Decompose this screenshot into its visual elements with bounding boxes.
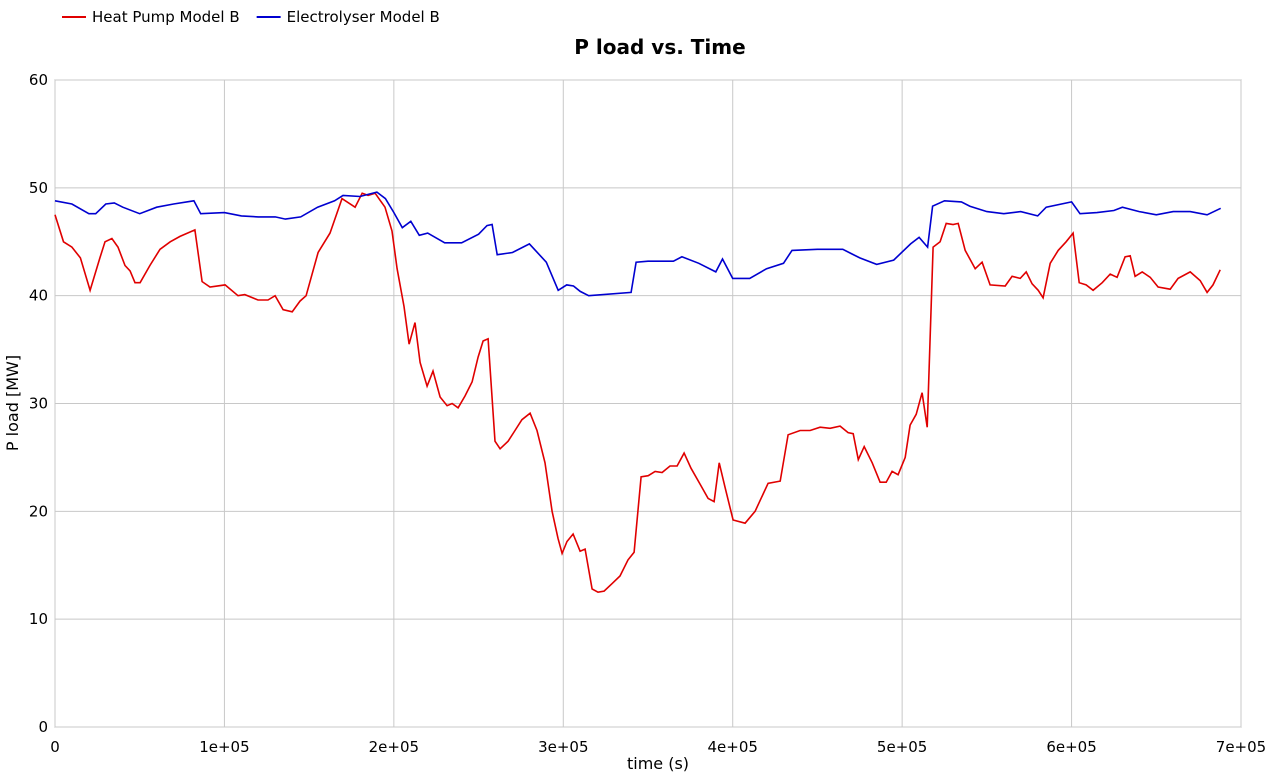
y-tick-label: 10 [29, 610, 48, 628]
x-tick-label: 3e+05 [538, 738, 588, 756]
x-tick-label: 7e+05 [1216, 738, 1265, 756]
x-tick-label: 6e+05 [1046, 738, 1096, 756]
legend-label: Heat Pump Model B [92, 8, 240, 26]
x-tick-label: 2e+05 [369, 738, 419, 756]
legend-label: Electrolyser Model B [287, 8, 440, 26]
x-axis-label: time (s) [627, 754, 689, 773]
y-tick-label: 30 [29, 395, 48, 413]
x-tick-label: 5e+05 [877, 738, 927, 756]
x-tick-label: 0 [50, 738, 60, 756]
y-tick-label: 0 [38, 718, 48, 736]
series-line [54, 191, 1222, 297]
y-tick-label: 20 [29, 502, 48, 520]
series-line [54, 192, 1221, 594]
chart-title: P load vs. Time [574, 35, 745, 59]
y-tick-label: 50 [29, 179, 48, 197]
y-axis-label: P load [MW] [3, 355, 22, 451]
x-tick-label: 4e+05 [707, 738, 757, 756]
x-tick-label: 1e+05 [199, 738, 249, 756]
y-tick-label: 40 [29, 287, 48, 305]
y-tick-label: 60 [29, 71, 48, 89]
